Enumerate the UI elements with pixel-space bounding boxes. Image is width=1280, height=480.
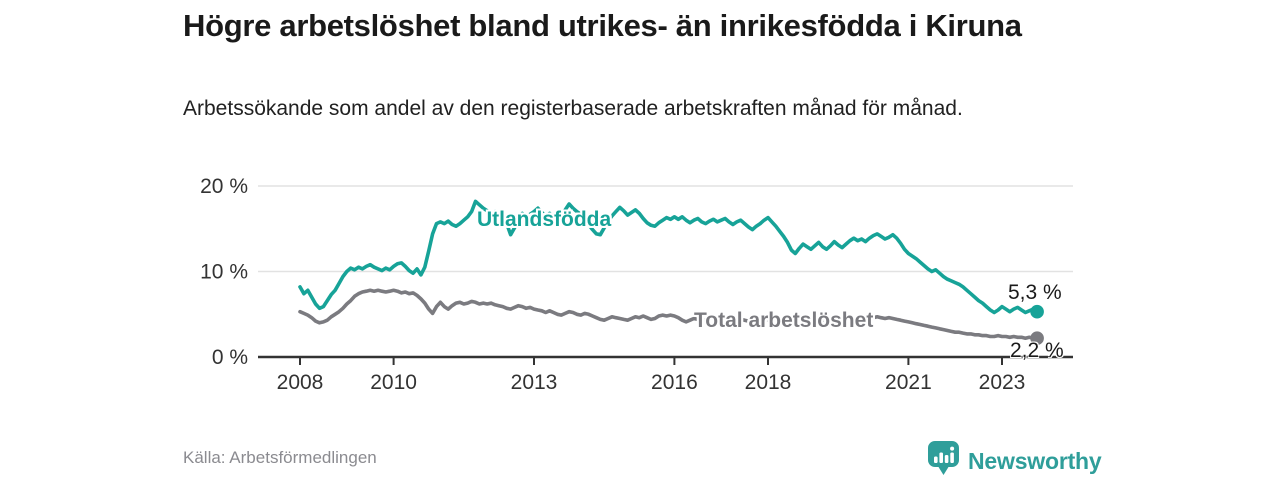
- svg-text:2021: 2021: [885, 371, 932, 394]
- svg-text:2016: 2016: [651, 371, 698, 394]
- source-note: Källa: Arbetsförmedlingen: [183, 448, 377, 467]
- svg-text:2008: 2008: [277, 371, 324, 394]
- end-value-label-utlandsfodda: 5,3 %: [1008, 281, 1062, 304]
- series-label-utlandsfodda: Utlandsfödda: [477, 208, 612, 231]
- page-title: Högre arbetslöshet bland utrikes- än inr…: [183, 8, 1022, 43]
- chart-subtitle: Arbetssökande som andel av den registerb…: [183, 97, 963, 120]
- svg-text:2018: 2018: [745, 371, 792, 394]
- svg-text:10 %: 10 %: [200, 261, 248, 284]
- end-value-label-total: 2,2 %: [1010, 339, 1064, 362]
- svg-text:2023: 2023: [979, 371, 1026, 394]
- newsworthy-logo-text: Newsworthy: [968, 447, 1102, 474]
- newsworthy-logo-icon: [928, 441, 959, 480]
- svg-text:0 %: 0 %: [212, 346, 248, 369]
- series-label-total-arbetsloshet: Total arbetslöshet: [694, 309, 874, 332]
- newsworthy-logo[interactable]: Newsworthy: [928, 441, 1102, 480]
- svg-text:20 %: 20 %: [200, 175, 248, 198]
- svg-text:2013: 2013: [511, 371, 558, 394]
- svg-text:2010: 2010: [370, 371, 417, 394]
